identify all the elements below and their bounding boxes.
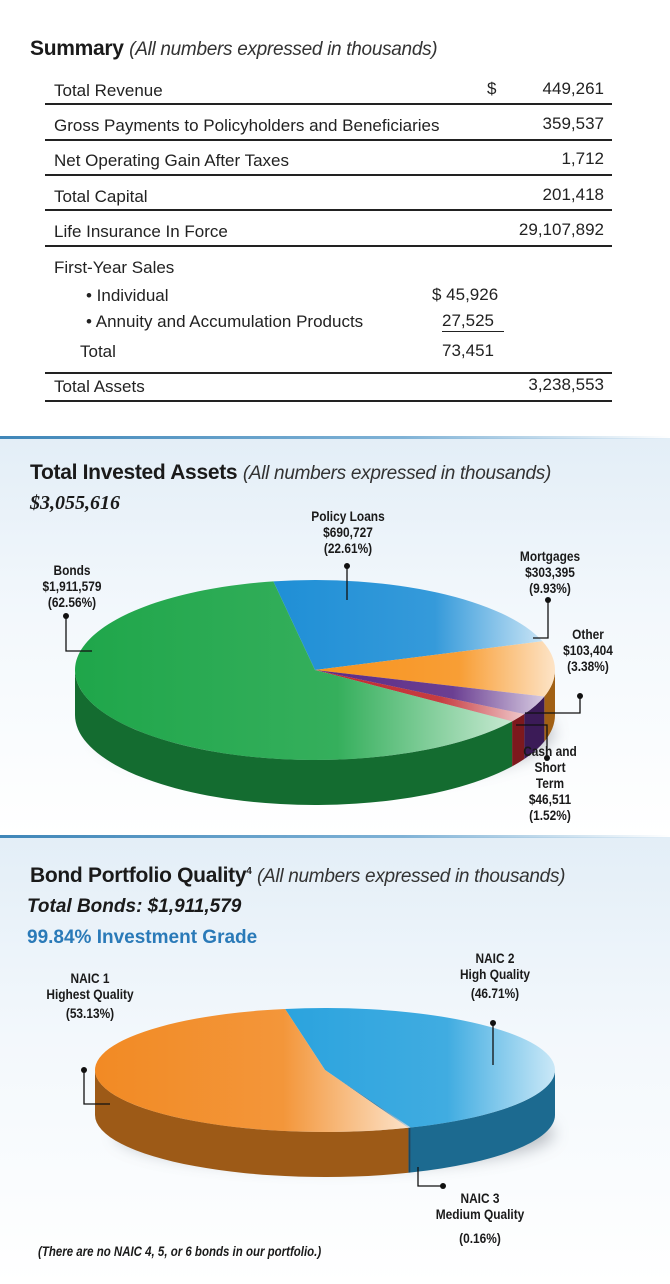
- invested-assets-pie: [63, 563, 583, 806]
- divider: [45, 372, 612, 374]
- pie-slice-side: [410, 1070, 555, 1173]
- summary-title: Summary (All numbers expressed in thousa…: [30, 37, 438, 60]
- currency: $: [487, 79, 497, 98]
- row-value: 201,418: [542, 185, 604, 204]
- label-bonds: Bonds $1,911,579 (62.56%): [42, 562, 102, 610]
- row-value: 449,261: [542, 79, 604, 98]
- total-value: 73,451: [442, 341, 494, 360]
- row-value: 359,537: [542, 114, 604, 133]
- pie-slice: [273, 580, 543, 670]
- pie-slice: [315, 670, 525, 722]
- divider: [45, 400, 612, 402]
- pie-slice: [325, 1070, 411, 1128]
- chart-title: Total Invested Assets (All numbers expre…: [30, 461, 551, 484]
- leader-line: [516, 724, 548, 758]
- leader-line: [65, 616, 92, 652]
- leader-dot: [63, 613, 69, 619]
- divider: [45, 174, 612, 176]
- pie-slice-side: [524, 696, 545, 760]
- row-label: Total Capital: [54, 187, 148, 206]
- pie-slice-side: [544, 670, 555, 742]
- item-label: • Annuity and Accumulation Products: [86, 312, 364, 331]
- divider: [45, 103, 612, 105]
- divider: [45, 139, 612, 141]
- leader-dot: [440, 1183, 446, 1189]
- first-year-label: First-Year Sales: [54, 258, 175, 277]
- pie-slice-side: [75, 670, 513, 806]
- divider: [45, 209, 612, 211]
- pie-slice-side: [512, 714, 525, 767]
- bond-quality-pie: [81, 1008, 556, 1189]
- pie-slice: [95, 1008, 409, 1132]
- section-divider: [0, 436, 670, 439]
- row-value: 1,712: [561, 149, 604, 168]
- item-value: 27,525: [442, 311, 504, 332]
- leader-dot: [490, 1020, 496, 1026]
- leader-dot: [81, 1067, 87, 1073]
- row-label: Gross Payments to Policyholders and Bene…: [54, 116, 440, 135]
- leader-line: [417, 1167, 443, 1187]
- pie-slice: [315, 670, 545, 715]
- pie-slice: [315, 641, 555, 697]
- chart-total: Total Bonds: $1,911,579: [27, 896, 242, 917]
- leader-line: [533, 600, 549, 639]
- pie-slice: [75, 581, 513, 760]
- investment-grade: 99.84% Investment Grade: [27, 927, 258, 948]
- leader-dot: [577, 693, 583, 699]
- chart-total: $3,055,616: [30, 492, 120, 514]
- leader-line: [525, 696, 581, 714]
- leader-line: [83, 1070, 110, 1105]
- leader-dot: [544, 755, 550, 761]
- section-divider: [0, 835, 670, 838]
- label-mortgages: Mortgages $303,395 (9.93%): [519, 548, 581, 596]
- label-naic2: NAIC 2 High Quality (46.71%): [459, 950, 531, 1001]
- label-cash: Cash and Short Term $46,511 (1.52%): [523, 743, 577, 823]
- label-naic1: NAIC 1 Highest Quality (53.13%): [46, 970, 134, 1021]
- label-naic3: NAIC 3 Medium Quality (0.16%): [435, 1190, 525, 1246]
- row-label: Total Assets: [54, 377, 145, 396]
- leader-dot: [545, 597, 551, 603]
- chart-title: Bond Portfolio Quality4 (All numbers exp…: [30, 864, 566, 887]
- footnote: (There are no NAIC 4, 5, or 6 bonds in o…: [38, 1243, 322, 1259]
- row-label: Life Insurance In Force: [54, 222, 228, 241]
- pie-slice-side: [408, 1127, 411, 1173]
- row-value: 3,238,553: [528, 375, 604, 394]
- pie-slice: [285, 1008, 556, 1128]
- leader-dot: [344, 563, 350, 569]
- row-label: Net Operating Gain After Taxes: [54, 151, 289, 170]
- item-value: $ 45,926: [432, 285, 499, 304]
- row-value: 29,107,892: [518, 220, 604, 239]
- total-label: Total: [80, 342, 116, 361]
- pie-slice-side: [95, 1070, 409, 1177]
- label-other: Other $103,404 (3.38%): [563, 626, 613, 674]
- label-policy-loans: Policy Loans $690,727 (22.61%): [311, 508, 385, 556]
- divider: [45, 245, 612, 247]
- row-label: Total Revenue: [54, 81, 163, 100]
- item-label: • Individual: [86, 286, 169, 305]
